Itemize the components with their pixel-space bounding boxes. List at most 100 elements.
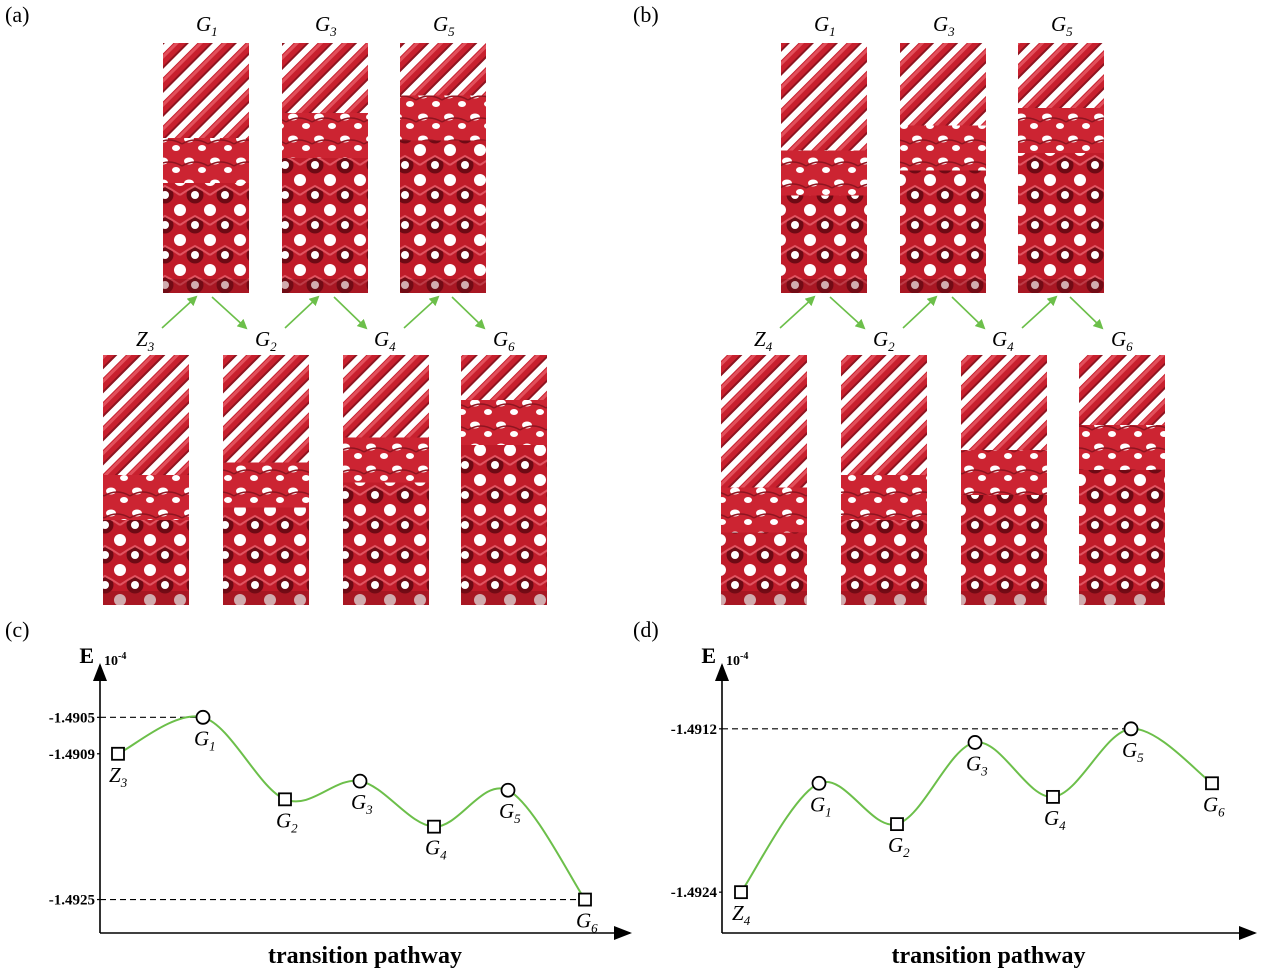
structure-bottom-1 <box>721 355 807 605</box>
panel-label-a: (a) <box>5 2 29 27</box>
minimum-marker <box>1046 789 1060 804</box>
gyroid-region <box>961 495 1047 605</box>
state-label-top-3: G5 <box>1051 12 1073 39</box>
panel-label-b: (b) <box>633 2 659 27</box>
y-tick-label: -1.4909 <box>49 747 95 763</box>
shadow-band <box>461 591 547 605</box>
point-label-G5: G5 <box>1122 738 1144 765</box>
interface-region <box>900 125 986 171</box>
panel-label-c: (c) <box>5 617 29 642</box>
shadow-band <box>721 591 807 605</box>
point-label-G2: G2 <box>276 808 298 835</box>
minimum-marker <box>578 892 592 907</box>
arrow-2 <box>211 296 248 330</box>
y-tick-label: -1.4912 <box>671 722 717 738</box>
point-label-G1: G1 <box>810 792 832 819</box>
y-axis-title: E <box>701 643 716 668</box>
point-label-G4: G4 <box>425 836 447 863</box>
structure-top-1 <box>163 43 249 293</box>
state-label-top-2: G3 <box>315 12 337 39</box>
structure-top-3 <box>1018 43 1104 293</box>
state-label-bottom-4: G6 <box>1111 327 1133 354</box>
state-label-top-1: G1 <box>814 12 836 39</box>
structure-top-3 <box>400 43 486 293</box>
gyroid-region <box>223 507 309 605</box>
energy-chart-c: E 10-4 transition pathway -1.4905 -1.4909 -1.… <box>49 643 632 969</box>
minimum-marker <box>890 817 904 832</box>
saddle-marker <box>811 775 827 791</box>
structure-top-2 <box>282 43 368 293</box>
interface-region <box>461 400 547 445</box>
morphology-panel-a: G1 G3 G5 Z3 G2 G4 G6 <box>103 12 547 605</box>
state-label-bottom-3: G4 <box>992 327 1014 354</box>
x-axis-title: transition pathway <box>268 943 462 969</box>
gyroid-region <box>900 170 986 293</box>
shadow-band <box>103 591 189 605</box>
shadow-band <box>841 591 927 605</box>
point-label-G3: G3 <box>966 751 988 778</box>
point-label-G6: G6 <box>1203 792 1225 819</box>
morphology-panel-b: G1 G3 G5 Z4 G2 G4 G6 <box>721 12 1165 605</box>
y-axis-title: E <box>79 643 94 668</box>
state-label-top-2: G3 <box>933 12 955 39</box>
minimum-marker <box>427 819 441 834</box>
interface-region <box>343 437 429 483</box>
structure-top-2 <box>900 43 986 293</box>
interface-region <box>163 138 249 183</box>
interface-region <box>1079 425 1165 470</box>
minimum-marker <box>111 746 125 761</box>
y-tick-label: -1.4925 <box>49 893 95 909</box>
gyroid-region <box>461 445 547 605</box>
gyroid-region <box>343 482 429 605</box>
interface-region <box>400 95 486 141</box>
y-tick-label: -1.4924 <box>671 885 718 901</box>
arrow-4 <box>333 296 368 330</box>
point-label-G4: G4 <box>1044 806 1066 833</box>
interface-region <box>961 450 1047 495</box>
saddle-marker <box>967 735 983 750</box>
interface-region <box>841 475 927 520</box>
point-label-Z4: Z4 <box>732 901 751 928</box>
state-label-bottom-2: G2 <box>255 327 277 354</box>
arrow-4 <box>951 296 986 330</box>
point-label-G3: G3 <box>351 790 373 817</box>
state-label-bottom-4: G6 <box>493 327 515 354</box>
state-label-bottom-3: G4 <box>374 327 396 354</box>
point-label-Z3: Z3 <box>109 763 128 790</box>
point-label-G2: G2 <box>888 833 910 860</box>
structure-bottom-2 <box>841 355 927 605</box>
x-axis-title: transition pathway <box>891 943 1085 969</box>
shadow-band <box>282 279 368 293</box>
arrow-2 <box>829 296 866 330</box>
saddle-marker <box>500 782 516 798</box>
arrow-5 <box>1021 295 1058 329</box>
arrow-1 <box>779 295 816 329</box>
gyroid-region <box>103 520 189 605</box>
saddle-marker <box>1123 721 1139 737</box>
gyroid-region <box>1079 470 1165 605</box>
arrow-5 <box>403 295 440 329</box>
shadow-band <box>163 279 249 293</box>
structure-bottom-2 <box>223 355 309 605</box>
saddle-marker <box>195 709 211 725</box>
shadow-band <box>1079 591 1165 605</box>
structure-bottom-4 <box>461 355 547 605</box>
gyroid-region <box>400 140 486 293</box>
shadow-band <box>400 279 486 293</box>
gyroid-region <box>841 520 927 605</box>
interface-region <box>282 113 368 158</box>
arrow-6 <box>1069 296 1104 330</box>
shadow-band <box>961 591 1047 605</box>
structure-top-1 <box>781 43 867 293</box>
y-axis-scale: 10-4 <box>104 651 126 669</box>
arrow-6 <box>451 296 486 330</box>
shadow-band <box>1018 279 1104 293</box>
interface-region <box>1018 108 1104 153</box>
structure-bottom-3 <box>343 355 429 605</box>
state-label-bottom-1: Z3 <box>136 327 155 354</box>
panel-label-d: (d) <box>633 617 659 642</box>
minimum-marker <box>1205 776 1219 791</box>
structure-bottom-1 <box>103 355 189 605</box>
point-label-G5: G5 <box>499 799 521 826</box>
